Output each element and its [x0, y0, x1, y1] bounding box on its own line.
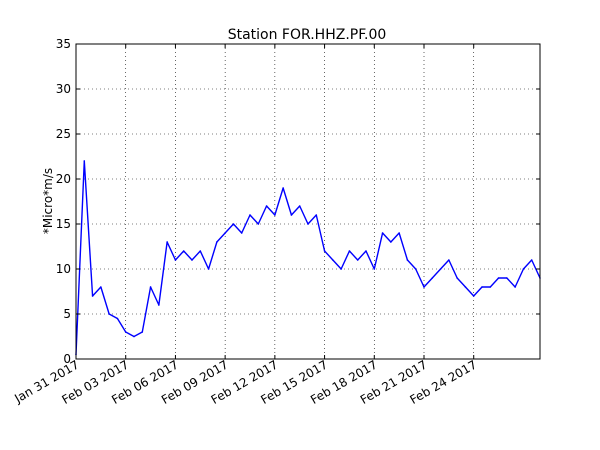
- data-point: [497, 277, 500, 279]
- data-point: [240, 232, 243, 234]
- y-tick-label: 15: [56, 217, 71, 231]
- data-point: [141, 331, 144, 333]
- series-line: [75, 160, 541, 356]
- data-point: [406, 259, 409, 261]
- data-point: [356, 259, 359, 261]
- data-point: [108, 313, 110, 315]
- data-point: [91, 295, 94, 297]
- data-point: [340, 268, 342, 270]
- y-axis: 0 5 10 15 20 25 30 35: [56, 37, 540, 366]
- data-point: [390, 241, 392, 243]
- data-point: [290, 214, 293, 216]
- chart-title: Station FOR.HHZ.PF.00: [228, 27, 387, 43]
- data-point: [207, 268, 210, 270]
- data-point: [249, 214, 251, 216]
- data-point: [149, 286, 152, 288]
- data-point: [182, 250, 185, 252]
- data-point: [365, 250, 367, 252]
- y-tick-label: 0: [63, 352, 71, 366]
- y-tick-label: 35: [56, 37, 71, 51]
- data-point: [191, 259, 193, 261]
- data-point: [530, 259, 533, 261]
- data-point: [514, 286, 516, 288]
- series-path: [75, 160, 541, 355]
- data-point: [456, 277, 458, 279]
- data-point: [381, 232, 384, 234]
- data-point: [166, 241, 168, 243]
- data-point: [398, 232, 400, 234]
- data-point: [216, 241, 218, 243]
- data-point: [274, 214, 276, 216]
- data-point: [199, 250, 202, 252]
- data-point: [431, 277, 434, 279]
- plot-frame: [75, 43, 541, 360]
- data-point: [448, 259, 450, 261]
- data-point: [133, 335, 135, 338]
- data-point: [472, 295, 475, 297]
- data-point: [100, 286, 102, 288]
- data-point: [257, 223, 260, 225]
- data-point: [174, 259, 177, 261]
- y-tick-label: 25: [56, 127, 71, 141]
- data-point: [423, 286, 425, 288]
- data-point: [506, 277, 508, 279]
- data-point: [373, 268, 376, 270]
- data-point: [323, 250, 326, 252]
- data-point: [158, 304, 160, 306]
- y-axis-label: *Micro*m/s: [41, 168, 55, 234]
- data-point: [124, 331, 127, 333]
- data-point: [265, 205, 268, 207]
- data-point: [439, 268, 442, 270]
- y-tick-label: 30: [56, 82, 71, 96]
- data-point: [464, 286, 467, 288]
- data-point: [332, 259, 334, 261]
- y-tick-label: 20: [56, 172, 71, 186]
- data-point: [232, 223, 235, 225]
- data-point: [348, 250, 351, 252]
- data-point: [414, 268, 417, 270]
- y-tick-label: 5: [63, 307, 71, 321]
- data-point: [489, 286, 492, 288]
- data-point: [298, 205, 301, 207]
- data-point: [83, 160, 86, 162]
- data-point: [315, 214, 318, 216]
- y-tick-label: 10: [56, 262, 71, 276]
- data-point: [481, 286, 483, 288]
- data-point: [224, 232, 226, 234]
- data-point: [307, 223, 309, 225]
- data-point: [116, 317, 119, 320]
- data-point: [522, 268, 525, 270]
- data-point: [282, 187, 284, 189]
